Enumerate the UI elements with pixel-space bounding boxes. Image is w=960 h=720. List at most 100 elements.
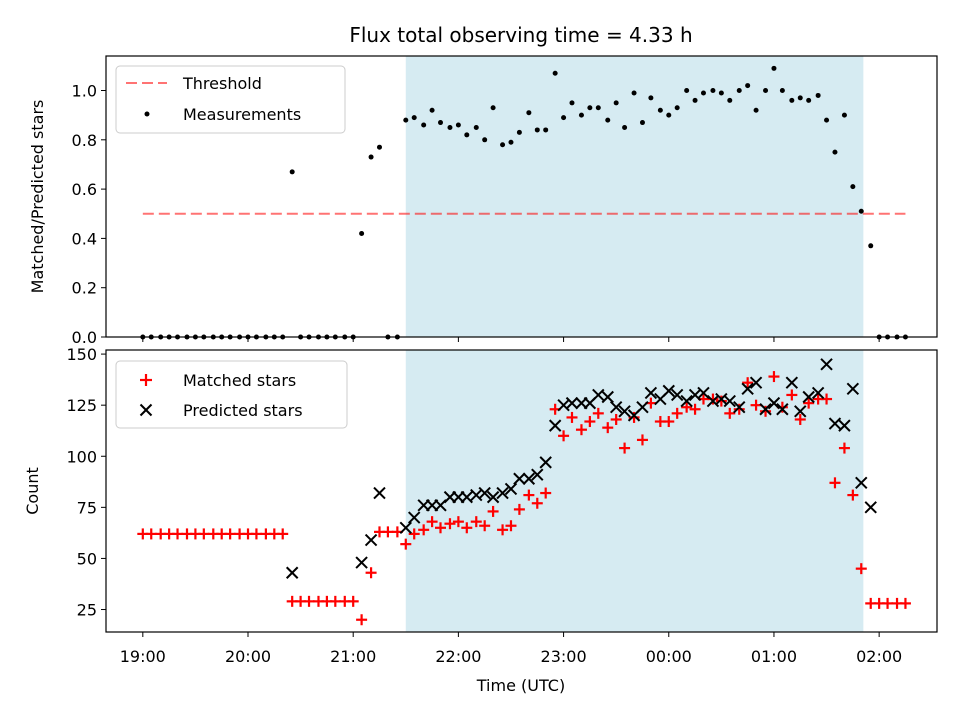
matched-point (663, 416, 675, 428)
matched-point (172, 528, 184, 540)
measurement-point (368, 154, 374, 160)
measurement-point (482, 137, 488, 143)
chart-title: Flux total observing time = 4.33 h (349, 23, 692, 47)
matched-points (137, 371, 911, 626)
predicted-point (522, 472, 536, 485)
matched-point (347, 595, 359, 607)
matched-point (479, 520, 491, 532)
matched-point (636, 434, 648, 446)
bottom-legend-box (115, 360, 348, 429)
legend-predicted-swatch (139, 403, 153, 417)
measurement-point (595, 105, 601, 111)
measurement-point (736, 88, 742, 94)
predicted-point (407, 511, 421, 524)
measurement-point (639, 120, 645, 126)
matched-point (470, 516, 482, 528)
measurement-point (605, 117, 611, 123)
xtick-label: 20:00 (225, 647, 271, 666)
matched-point (277, 528, 289, 540)
measurement-point (858, 208, 864, 214)
predicted-point (373, 486, 386, 500)
measurement-point (500, 142, 506, 148)
matched-point (452, 516, 464, 528)
top-ytick-label: 0.6 (72, 180, 97, 199)
matched-point (768, 371, 780, 383)
matched-point (382, 526, 394, 538)
measurement-point (578, 112, 584, 118)
predicted-point (811, 386, 825, 400)
predicted-point (364, 533, 378, 547)
matched-point (145, 528, 157, 540)
measurement-point (692, 97, 698, 103)
measurement-point (868, 243, 874, 249)
predicted-point (828, 417, 842, 430)
xtick-label: 00:00 (646, 647, 692, 666)
matched-point (400, 538, 412, 550)
bottom-observing-window (405, 350, 864, 632)
predicted-points (285, 358, 877, 579)
measurement-point (587, 105, 593, 111)
predicted-point (785, 376, 799, 389)
predicted-point (838, 419, 851, 432)
predicted-point (355, 556, 368, 569)
matched-point (435, 522, 447, 534)
top-legend: Threshold Measurements (115, 65, 346, 134)
matched-point (418, 524, 430, 536)
predicted-point (802, 390, 815, 404)
predicted-point (776, 403, 789, 416)
predicted-point (662, 384, 675, 398)
legend-matched-label: Matched stars (183, 371, 296, 390)
bottom-axes-frame (105, 349, 938, 633)
measurement-point (622, 124, 628, 130)
matched-point (584, 416, 596, 428)
xtick-label: 19:00 (120, 647, 166, 666)
measurement-point (534, 127, 540, 133)
matched-point (523, 489, 535, 501)
matched-point (742, 377, 754, 389)
bottom-ytick-label: 125 (66, 396, 97, 415)
measurement-point (824, 117, 830, 123)
matched-point (558, 430, 570, 442)
matched-point (715, 395, 727, 407)
matched-point (794, 413, 806, 425)
measurement-point (806, 97, 812, 103)
predicted-point (565, 396, 579, 410)
measurement-point (359, 230, 365, 236)
bottom-ytick-label: 150 (66, 345, 97, 364)
bottom-y-ticks: 25 50 75 100 125 150 (66, 345, 106, 620)
measurement-point (657, 107, 663, 113)
matched-point (681, 401, 693, 413)
measurement-point (473, 124, 479, 130)
predicted-point (644, 386, 658, 400)
measurement-point (403, 117, 409, 123)
predicted-point (767, 396, 781, 410)
predicted-point (609, 401, 623, 414)
measurement-point (763, 88, 769, 94)
bottom-panel: 25 50 75 100 125 150 19:00 20:00 21:00 22:00 23:0… (23, 345, 938, 695)
measurement-point (779, 88, 785, 94)
matched-point (760, 405, 772, 417)
matched-point (592, 407, 604, 419)
matched-point (882, 597, 894, 609)
measurement-point (753, 107, 759, 113)
xtick-label: 23:00 (541, 647, 587, 666)
top-ytick-label: 1.0 (72, 82, 97, 101)
predicted-point (399, 521, 412, 534)
measurement-point (832, 149, 838, 155)
matched-point (444, 518, 456, 530)
measurement-point (841, 112, 847, 118)
top-ytick-label: 0.8 (72, 131, 97, 150)
measurement-point (613, 100, 619, 106)
measurement-point (447, 124, 453, 130)
legend-measurement-swatch (144, 111, 150, 117)
top-panel: 0.0 0.2 0.4 0.6 0.8 1.0 Matched/Predicted sta… (28, 55, 938, 347)
measurement-point (797, 95, 803, 101)
matched-point (803, 397, 815, 409)
measurement-point (490, 105, 496, 111)
matched-point (733, 403, 745, 415)
predicted-point (759, 403, 772, 416)
matched-point (628, 411, 640, 423)
predicted-point (539, 456, 552, 469)
legend-matched-swatch (140, 374, 152, 386)
predicted-point (618, 405, 631, 418)
